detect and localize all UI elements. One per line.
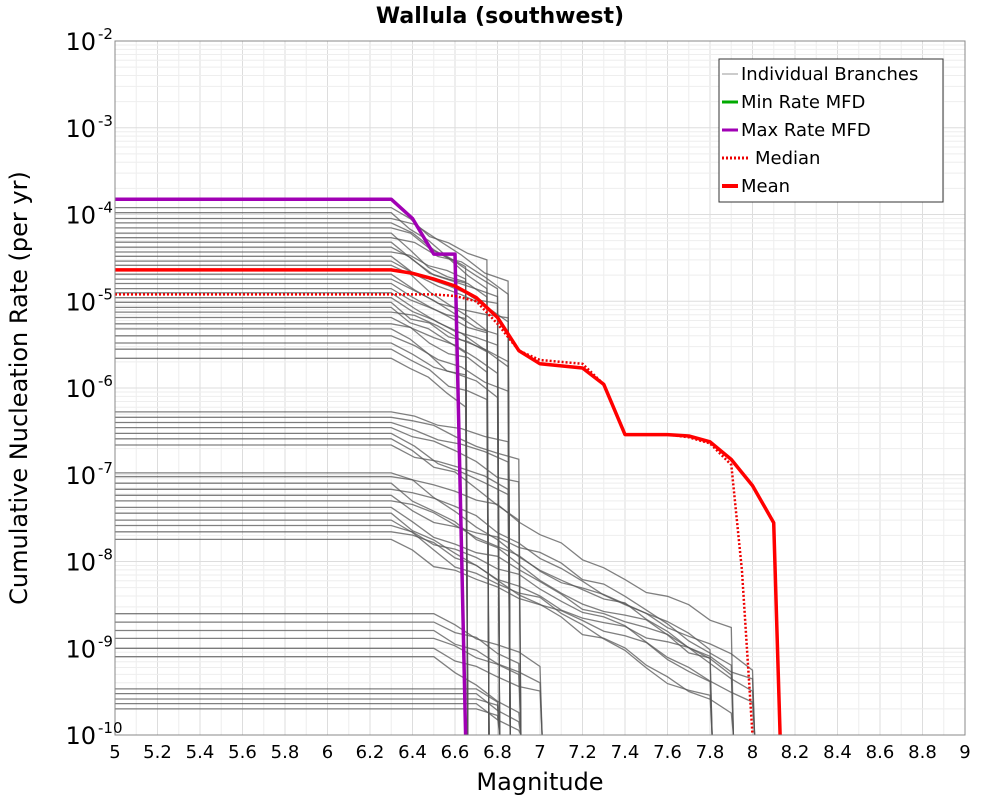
y-tick-exponent: -4	[98, 199, 113, 217]
plot-frame	[114, 40, 966, 736]
branch-line	[115, 348, 490, 736]
branch-line	[115, 316, 501, 736]
x-tick-label: 8.4	[823, 742, 852, 763]
series-lines	[115, 197, 782, 736]
branch-line	[115, 335, 511, 736]
branch-line	[115, 206, 490, 736]
branch-line	[115, 629, 543, 736]
x-tick-label: 9	[959, 742, 970, 763]
branch-line	[115, 702, 522, 736]
branch-line	[115, 301, 490, 736]
branch-line	[115, 482, 713, 736]
x-tick-label: 5	[109, 742, 120, 763]
branch-line	[115, 273, 511, 736]
x-tick-label: 6.8	[483, 742, 512, 763]
y-tick-exponent: -6	[98, 372, 113, 390]
x-tick-label: 6.2	[356, 742, 385, 763]
x-tick-label: 6.6	[441, 742, 470, 763]
branch-line	[115, 438, 522, 736]
series-line-max-rate-mfd	[115, 197, 468, 736]
y-tick-exponent: -10	[98, 719, 123, 737]
y-tick-label: 10	[65, 635, 96, 663]
branch-line	[115, 282, 490, 736]
branch-line	[115, 342, 501, 736]
y-tick-exponent: -5	[98, 285, 113, 303]
x-tick-labels: 5 5.2 5.4 5.6 5.8 6 6.2 6.4 6.6 6.8 7 7.2 7.4 7.6 7.8 8…	[109, 742, 970, 763]
x-tick-label: 8	[747, 742, 758, 763]
x-tick-label: 7.2	[568, 742, 597, 763]
y-axis-label: Cumulative Nucleation Rate (per yr)	[5, 171, 33, 605]
branch-line	[115, 688, 501, 736]
branch-line	[115, 264, 490, 736]
branch-line	[115, 241, 501, 736]
y-tick-label: 10	[65, 375, 96, 403]
branch-line	[115, 432, 511, 736]
grid	[114, 41, 966, 736]
y-tick-label: 10	[65, 288, 96, 316]
x-tick-label: 8.6	[866, 742, 895, 763]
y-tick-label: 10	[65, 722, 96, 750]
branch-line	[115, 506, 756, 736]
y-tick-exponent: -9	[98, 632, 113, 650]
branch-line	[115, 656, 522, 736]
y-tick-exponent: -2	[98, 25, 113, 43]
y-tick-exponent: -7	[98, 459, 113, 477]
branch-line	[115, 421, 511, 736]
branch-line	[115, 426, 522, 736]
branch-line	[115, 311, 511, 736]
x-tick-label: 6.4	[398, 742, 427, 763]
legend: Individual Branches Min Rate MFD Max Rat…	[718, 58, 944, 203]
y-tick-label: 10	[65, 28, 96, 56]
chart-title: Wallula (southwest)	[376, 4, 624, 29]
y-tick-label: 10	[65, 115, 96, 143]
x-tick-label: 5.8	[271, 742, 300, 763]
branch-line	[115, 524, 756, 736]
x-tick-label: 5.4	[186, 742, 215, 763]
legend-label-median: Median	[755, 148, 820, 169]
branch-line	[115, 647, 543, 736]
x-tick-label: 7.8	[696, 742, 725, 763]
branch-line	[115, 500, 713, 736]
x-tick-label: 8.8	[908, 742, 937, 763]
branch-line	[115, 519, 713, 736]
x-axis-label: Magnitude	[476, 768, 603, 796]
legend-box	[718, 58, 944, 203]
branch-line	[115, 538, 713, 736]
branch-line	[115, 212, 469, 736]
y-tick-label: 10	[65, 462, 96, 490]
branch-line	[115, 476, 735, 736]
x-tick-label: 5.2	[143, 742, 172, 763]
y-tick-exponent: -3	[98, 112, 113, 130]
branch-line	[115, 411, 511, 736]
x-tick-label: 8.2	[781, 742, 810, 763]
y-tick-label: 10	[65, 549, 96, 577]
y-tick-label: 10	[65, 202, 96, 230]
x-tick-label: 7	[534, 742, 545, 763]
legend-label-min-rate: Min Rate MFD	[741, 92, 865, 113]
branch-line	[115, 416, 522, 736]
branch-line	[115, 494, 735, 736]
y-tick-exponent: -8	[98, 546, 113, 564]
x-tick-label: 6	[322, 742, 333, 763]
x-tick-label: 5.6	[228, 742, 257, 763]
branch-line	[115, 444, 511, 736]
branch-line	[115, 472, 756, 736]
individual-branches	[115, 206, 756, 736]
branch-line	[115, 255, 511, 736]
branch-line	[115, 217, 511, 736]
series-line-mean	[115, 268, 782, 736]
legend-label-max-rate: Max Rate MFD	[741, 120, 871, 141]
x-tick-label: 7.6	[653, 742, 682, 763]
branch-line	[115, 323, 490, 736]
x-tick-label: 7.4	[611, 742, 640, 763]
legend-label-individual-branches: Individual Branches	[741, 64, 918, 85]
branch-line	[115, 278, 501, 736]
branch-line	[115, 613, 543, 736]
branch-line	[115, 531, 735, 736]
legend-label-mean: Mean	[741, 176, 790, 197]
branch-line	[115, 621, 522, 736]
